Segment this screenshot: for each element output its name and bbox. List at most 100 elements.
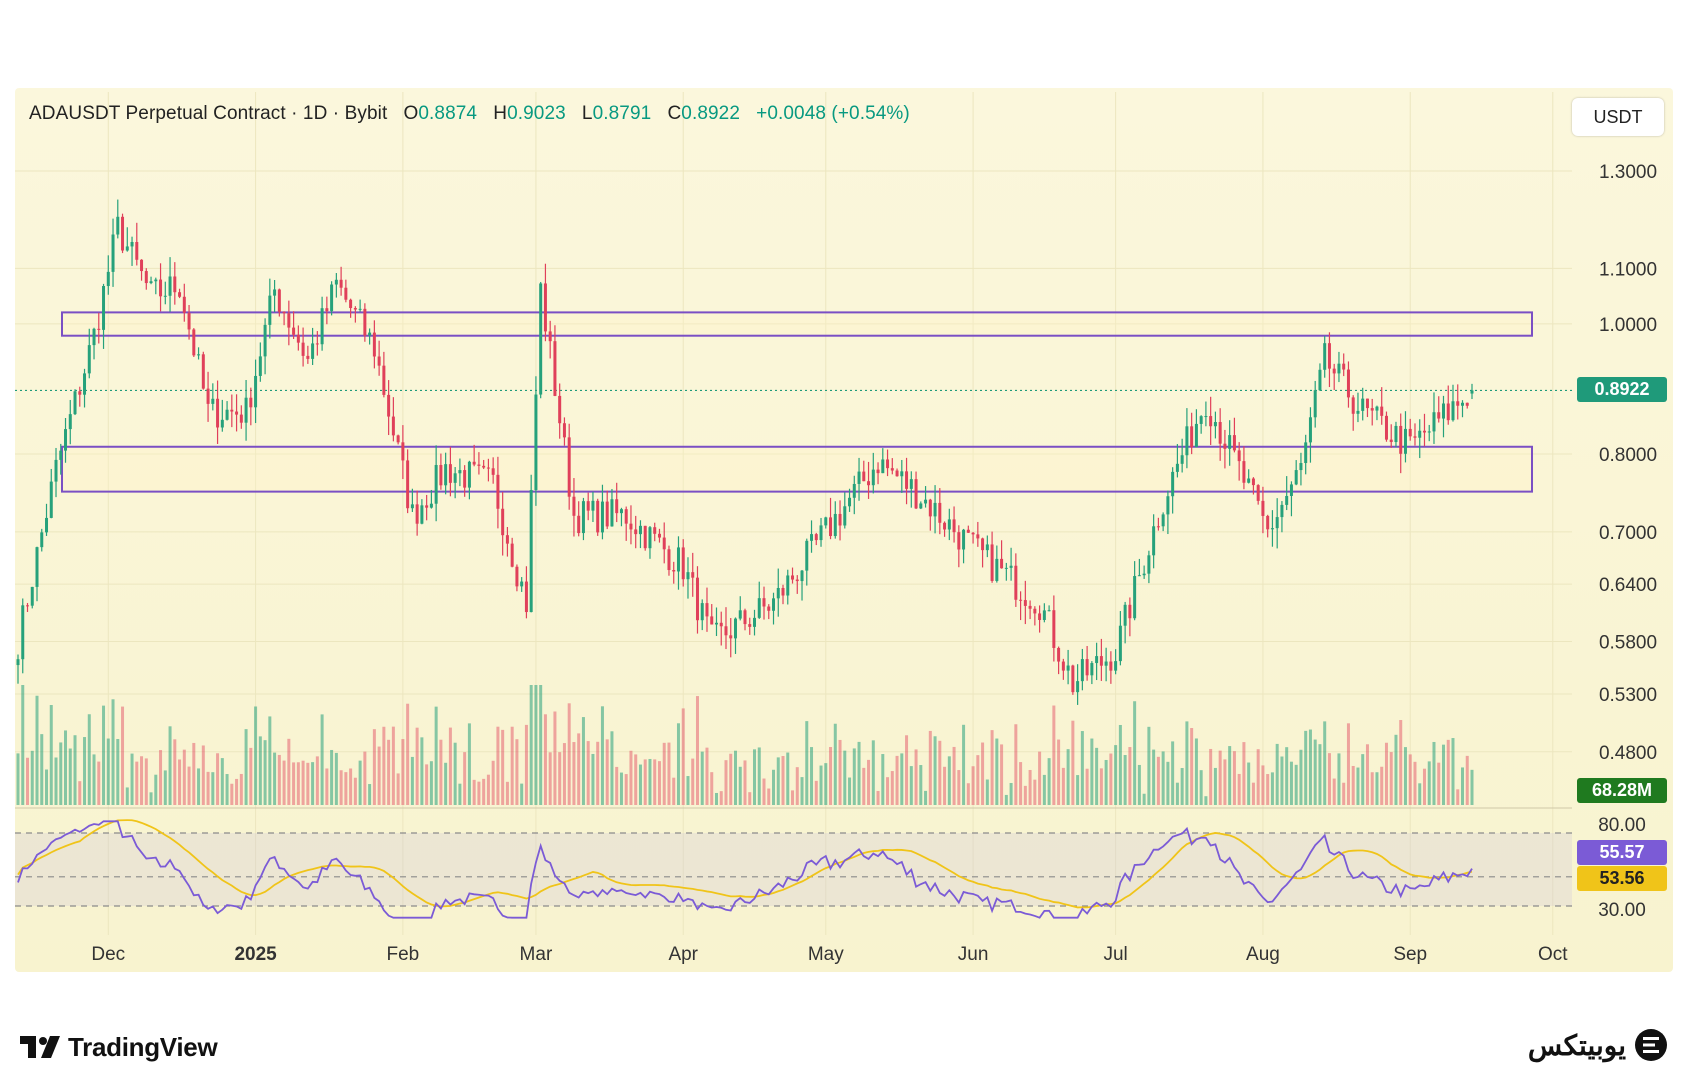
candle-body — [643, 525, 647, 549]
price-zone — [61, 445, 1533, 493]
candle-body — [391, 416, 395, 436]
candle-body — [1218, 422, 1222, 444]
volume-bar — [244, 729, 248, 805]
volume-bar — [1418, 783, 1422, 805]
volume-bar — [334, 752, 338, 805]
candle-body — [719, 622, 723, 627]
candle-body — [59, 450, 63, 460]
candle-body — [406, 460, 410, 509]
volume-bar — [1323, 721, 1327, 805]
candle-body — [1033, 608, 1037, 614]
candle-body — [1166, 496, 1170, 515]
candle-body — [182, 296, 186, 313]
chart-panel[interactable] — [15, 88, 1673, 972]
volume-bar — [429, 761, 433, 805]
volume-bar — [1403, 747, 1407, 805]
volume-bar — [420, 737, 424, 805]
candle-body — [45, 517, 49, 533]
candle-body — [1047, 610, 1051, 612]
volume-bar — [1142, 793, 1146, 805]
volume-bar — [857, 741, 861, 805]
candle-body — [600, 501, 604, 533]
candle-body — [467, 461, 471, 488]
volume-bar — [539, 685, 543, 805]
currency-button[interactable]: USDT — [1572, 98, 1664, 136]
candle-body — [596, 500, 600, 533]
volume-bar — [330, 749, 334, 805]
candle-body — [1004, 567, 1008, 569]
volume-bar — [1456, 789, 1460, 805]
volume-bar — [434, 706, 438, 805]
candle-body — [273, 289, 277, 296]
time-axis-label: May — [808, 944, 844, 965]
candle-body — [1213, 422, 1217, 427]
price-axis-label: 1.1000 — [1599, 259, 1657, 280]
candle-body — [558, 395, 562, 424]
volume-bar — [1327, 753, 1331, 805]
candle-body — [382, 365, 386, 395]
time-axis-label: Jul — [1103, 944, 1127, 965]
volume-bar — [1432, 741, 1436, 805]
current-price-tag: 0.8922 — [1577, 377, 1667, 403]
candle-body — [505, 535, 509, 544]
volume-bar — [719, 791, 723, 805]
candle-body — [1023, 600, 1027, 606]
candle-body — [78, 391, 82, 395]
candle-body — [876, 469, 880, 474]
volume-bar — [1375, 772, 1379, 805]
ubitex-logo: یوبیتکس — [1528, 1028, 1668, 1062]
candle-body — [434, 464, 438, 504]
rsi-panel — [15, 807, 1572, 919]
candle-body — [1294, 470, 1298, 485]
candle-body — [263, 324, 267, 357]
volume-bar — [733, 750, 737, 805]
candle-body — [135, 241, 139, 260]
candle-body — [928, 499, 932, 517]
volume-bar — [810, 747, 814, 805]
volume-bar — [1185, 721, 1189, 805]
symbol-label[interactable]: ADAUSDT Perpetual Contract · 1D · Bybit — [29, 103, 388, 124]
volume-bar — [1380, 766, 1384, 805]
volume-bar — [467, 723, 471, 805]
candle-body — [781, 587, 785, 596]
candle-body — [881, 459, 885, 474]
volume-bar — [92, 754, 96, 805]
volume-bar — [762, 778, 766, 805]
candle-body — [743, 610, 747, 625]
candle-body — [1394, 425, 1398, 443]
volume-bar — [363, 751, 367, 805]
volume-bar — [600, 706, 604, 805]
volume-bar — [268, 716, 272, 805]
candle-body — [311, 343, 315, 359]
candle-body — [325, 308, 329, 312]
volume-bar — [729, 753, 733, 805]
volume-bar — [662, 742, 666, 805]
volume-bar — [320, 714, 324, 805]
candle-body — [757, 598, 761, 618]
volume-bar — [1171, 741, 1175, 805]
volume-bar — [1294, 764, 1298, 805]
candle-body — [938, 502, 942, 523]
candle-body — [724, 626, 728, 636]
volume-bar — [35, 695, 39, 805]
volume-bar — [1147, 726, 1151, 805]
volume-bar — [40, 734, 44, 805]
candle-body — [211, 398, 215, 404]
volume-bar — [54, 757, 58, 805]
volume-bar — [867, 759, 871, 805]
volume-bar — [629, 750, 633, 805]
volume-bar — [1152, 749, 1156, 805]
volume-bar — [615, 766, 619, 805]
volume-bar — [886, 777, 890, 805]
candle-body — [1137, 575, 1141, 577]
volume-bar — [976, 755, 980, 805]
candle-body — [700, 603, 704, 621]
candle-body — [458, 470, 462, 474]
volume-bar — [159, 750, 163, 805]
volume-bar — [1190, 728, 1194, 805]
candle-body — [102, 286, 106, 330]
volume-bar — [1422, 768, 1426, 805]
volume-bar — [486, 774, 490, 805]
candle-body — [524, 581, 528, 613]
